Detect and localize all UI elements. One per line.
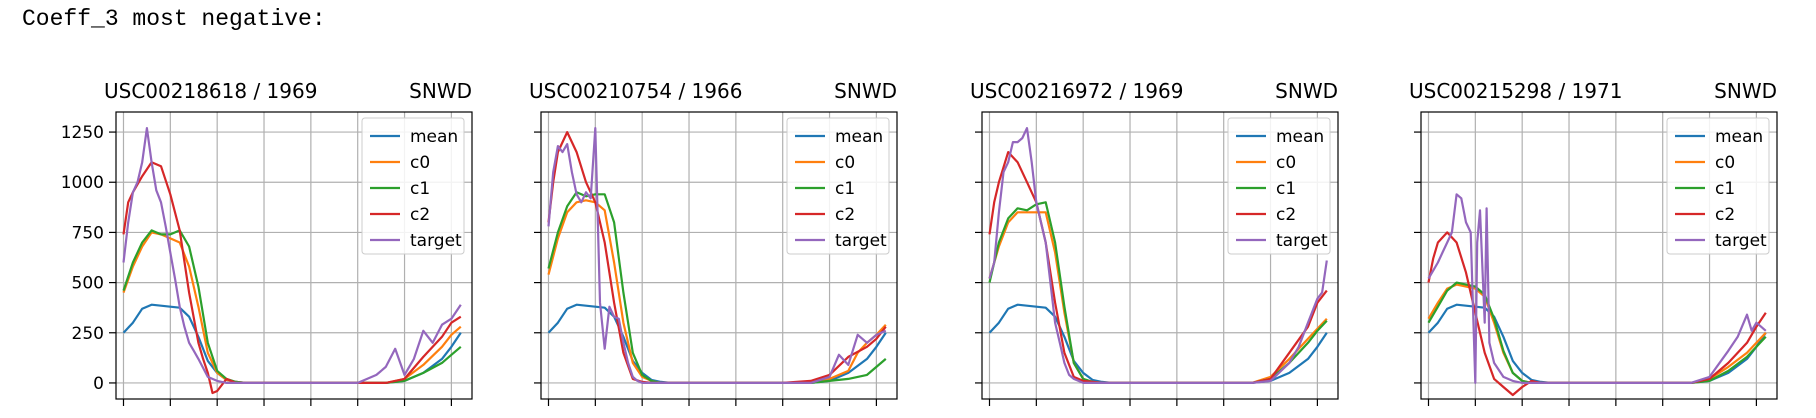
- axes-frame: [540, 111, 898, 400]
- y-tick-label: 500: [72, 274, 104, 294]
- legend-label-mean: mean: [410, 127, 458, 147]
- series-line-target: [122, 127, 462, 384]
- legend-label-c1: c1: [1276, 179, 1296, 199]
- legend-label-target: target: [1276, 231, 1328, 251]
- legend-box: [1227, 117, 1331, 255]
- legend-label-target: target: [835, 231, 887, 251]
- series-line-mean: [547, 303, 887, 384]
- series-line-c1: [547, 191, 887, 384]
- series-lines: [1427, 193, 1767, 397]
- legend-label-c2: c2: [835, 205, 855, 225]
- series-line-mean: [988, 303, 1328, 384]
- series-line-target: [1427, 193, 1767, 384]
- axes-frame: [115, 111, 473, 400]
- series-line-mean: [1427, 303, 1767, 384]
- panel-title-station: USC00218618 / 1969: [104, 79, 317, 103]
- y-tick-label: 750: [72, 223, 104, 243]
- series-line-c1: [1427, 281, 1767, 384]
- series-line-target: [547, 127, 887, 384]
- panel-title-variable: SNWD: [1714, 79, 1777, 103]
- legend-label-mean: mean: [1715, 127, 1763, 147]
- legend-label-c0: c0: [1715, 153, 1735, 173]
- legend-box: [361, 117, 465, 255]
- axes-frame: [1420, 111, 1778, 400]
- chart-panel-4: USC00215298 / 1971 SNWD mean c0 c1 c2 target: [1409, 79, 1778, 406]
- panel-title-station: USC00215298 / 1971: [1409, 79, 1622, 103]
- chart-panel-2: USC00210754 / 1966 SNWD mean c0 c1 c2 target: [529, 79, 898, 406]
- legend-label-c1: c1: [410, 179, 430, 199]
- axes-frame: [981, 111, 1339, 400]
- legend-box: [786, 117, 890, 255]
- chart-panel-1: USC00218618 / 1969 SNWD 0 250 500 750 1000 1250…: [61, 79, 473, 406]
- panel-title-variable: SNWD: [409, 79, 472, 103]
- series-line-c2: [122, 161, 462, 395]
- series-lines: [988, 127, 1328, 384]
- legend-label-c2: c2: [410, 205, 430, 225]
- legend-label-mean: mean: [835, 127, 883, 147]
- series-lines: [547, 127, 887, 384]
- legend-label-target: target: [1715, 231, 1767, 251]
- y-tick-label: 1000: [61, 173, 104, 193]
- legend-label-c1: c1: [835, 179, 855, 199]
- legend-label-target: target: [410, 231, 462, 251]
- series-line-c2: [988, 151, 1328, 384]
- series-line-c2: [1427, 231, 1767, 397]
- legend-label-c0: c0: [410, 153, 430, 173]
- y-tick-label: 1250: [61, 123, 104, 143]
- legend-label-c0: c0: [1276, 153, 1296, 173]
- panel-title-variable: SNWD: [1275, 79, 1338, 103]
- panel-title-variable: SNWD: [834, 79, 897, 103]
- y-tick-label: 250: [72, 324, 104, 344]
- legend-label-c1: c1: [1715, 179, 1735, 199]
- series-line-target: [988, 127, 1328, 384]
- series-lines: [122, 127, 462, 395]
- legend-label-c0: c0: [835, 153, 855, 173]
- legend-label-c2: c2: [1715, 205, 1735, 225]
- series-line-c1: [122, 229, 462, 384]
- legend-box: [1666, 117, 1770, 255]
- panel-title-station: USC00216972 / 1969: [970, 79, 1183, 103]
- chart-panel-3: USC00216972 / 1969 SNWD mean c0 c1 c2 target: [970, 79, 1339, 406]
- panel-title-station: USC00210754 / 1966: [529, 79, 742, 103]
- legend-label-c2: c2: [1276, 205, 1296, 225]
- legend-label-mean: mean: [1276, 127, 1324, 147]
- y-tick-label: 0: [93, 374, 104, 394]
- section-heading: Coeff_3 most negative:: [22, 6, 326, 32]
